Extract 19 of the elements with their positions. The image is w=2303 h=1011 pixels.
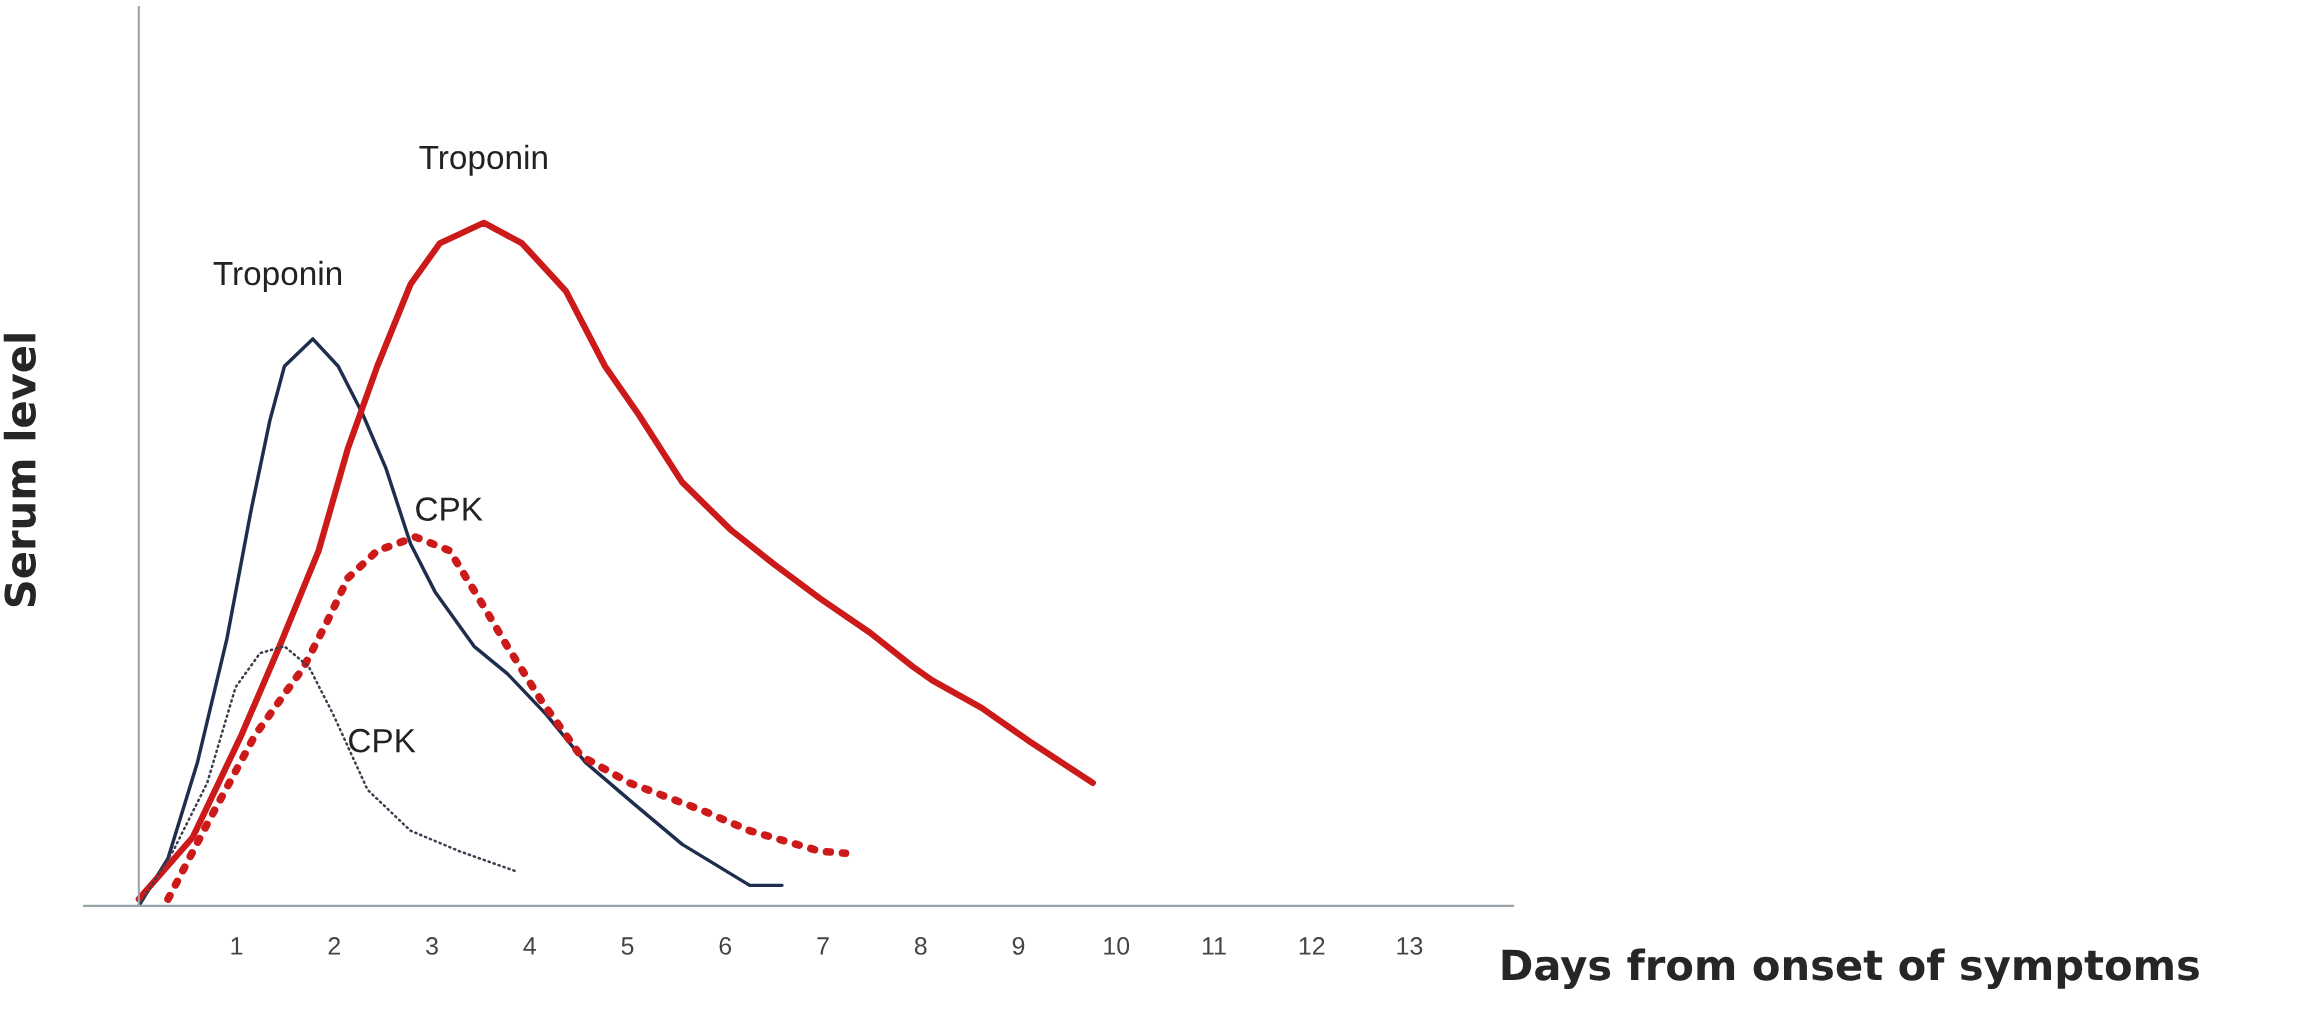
series-label: Troponin <box>419 144 547 176</box>
x-tick-label: 12 <box>1299 937 1325 955</box>
series-label: Troponin <box>213 260 342 292</box>
x-tick-label: 2 <box>328 937 340 955</box>
x-tick-label: 9 <box>1012 937 1025 955</box>
x-tick-label: 3 <box>426 937 438 955</box>
x-tick-label: 1 <box>231 937 243 955</box>
x-tick-label: 11 <box>1202 937 1226 955</box>
x-tick-label: 5 <box>621 937 634 955</box>
x-tick-label: 13 <box>1397 937 1423 955</box>
series-label: CPK <box>349 728 416 753</box>
series-label: CPK <box>416 497 483 521</box>
x-tick-label: 4 <box>523 937 536 955</box>
x-tick-label: 8 <box>914 937 927 955</box>
x-axis-title: Days from onset of symptoms <box>1502 948 2199 990</box>
x-tick-label: 6 <box>719 937 732 955</box>
y-axis-title: Serum level <box>3 334 36 607</box>
x-tick-label: 7 <box>817 937 829 955</box>
x-tick-label: 10 <box>1104 937 1130 955</box>
